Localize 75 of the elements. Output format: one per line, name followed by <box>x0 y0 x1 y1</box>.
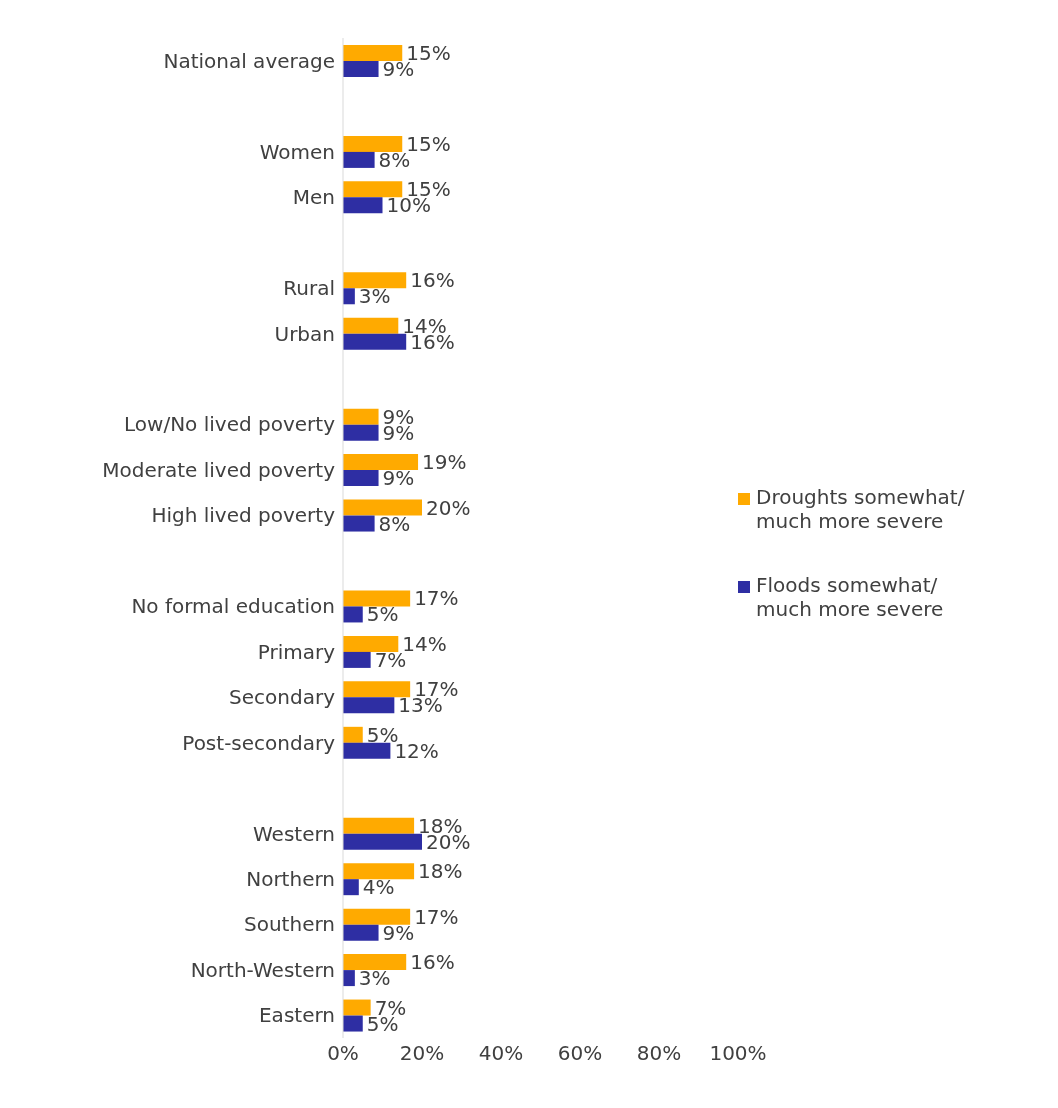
x-tick-label: 80% <box>636 1041 682 1066</box>
data-label: 19% <box>422 450 467 475</box>
y-tick-label: Urban <box>274 321 335 346</box>
y-tick-label: Men <box>292 185 335 210</box>
bar <box>343 999 371 1016</box>
bar <box>343 288 355 305</box>
bar <box>343 924 379 941</box>
bar <box>343 151 375 168</box>
data-label: 17% <box>414 586 459 611</box>
data-label: 8% <box>378 511 411 536</box>
y-tick-label: Northern <box>246 867 335 892</box>
bar <box>343 697 395 714</box>
legend-label: Floods somewhat/ much more severe <box>756 573 945 621</box>
data-label: 16% <box>410 268 455 293</box>
bar <box>343 61 379 77</box>
y-tick-label: High lived poverty <box>151 503 336 528</box>
bar <box>343 1015 363 1032</box>
bar <box>343 272 407 289</box>
bar <box>343 317 399 334</box>
bar <box>343 863 415 880</box>
y-tick-label: National average <box>163 48 335 73</box>
bar <box>343 635 399 652</box>
legend-label: Droughts somewhat/ much more severe <box>756 485 966 533</box>
bar <box>343 197 383 214</box>
y-tick-label: No formal education <box>131 594 335 619</box>
bar <box>343 833 422 850</box>
bar <box>343 681 411 698</box>
bar <box>343 181 403 198</box>
x-tick-label: 20% <box>399 1041 445 1066</box>
data-label: 18% <box>418 859 463 884</box>
x-tick-label: 100% <box>709 1041 767 1066</box>
bar <box>343 817 415 834</box>
y-tick-label: Low/No lived poverty <box>124 412 336 437</box>
data-label: 16% <box>410 950 455 975</box>
bar <box>343 470 379 487</box>
data-label: 9% <box>382 466 415 491</box>
bar <box>343 333 407 350</box>
bar <box>343 879 359 896</box>
y-tick-label: Western <box>252 821 335 846</box>
bar <box>343 454 419 471</box>
data-label: 3% <box>358 966 391 991</box>
bar <box>343 408 379 425</box>
y-tick-label: Rural <box>283 276 335 301</box>
y-tick-label: Post-secondary <box>182 730 336 755</box>
bar <box>343 606 363 623</box>
bar <box>343 908 411 925</box>
data-label: 4% <box>362 875 395 900</box>
bar <box>343 135 403 152</box>
bar <box>343 651 371 668</box>
y-tick-label: North-Western <box>190 957 335 982</box>
bar <box>343 499 422 516</box>
data-label: 14% <box>402 631 447 656</box>
bar <box>343 515 375 532</box>
bar <box>343 424 379 441</box>
x-tick-label: 40% <box>478 1041 524 1066</box>
y-tick-label: Eastern <box>258 1003 335 1028</box>
data-label: 15% <box>406 131 451 156</box>
y-tick-label: Women <box>259 139 335 164</box>
bar <box>343 45 403 61</box>
bar <box>343 954 407 971</box>
x-tick-label: 60% <box>557 1041 603 1066</box>
y-tick-label: Moderate lived poverty <box>102 457 336 482</box>
bar <box>343 590 411 607</box>
y-tick-label: Secondary <box>229 685 336 710</box>
y-tick-label: Primary <box>257 639 336 664</box>
bar <box>343 742 391 759</box>
data-label: 9% <box>382 920 415 945</box>
bar <box>343 970 355 987</box>
data-label: 5% <box>366 602 399 627</box>
data-label: 20% <box>426 495 471 520</box>
x-tick-label: 0% <box>327 1041 359 1066</box>
y-tick-label: Southern <box>244 912 335 937</box>
data-label: 17% <box>414 904 459 929</box>
data-label: 3% <box>358 284 391 309</box>
bar <box>343 726 363 743</box>
